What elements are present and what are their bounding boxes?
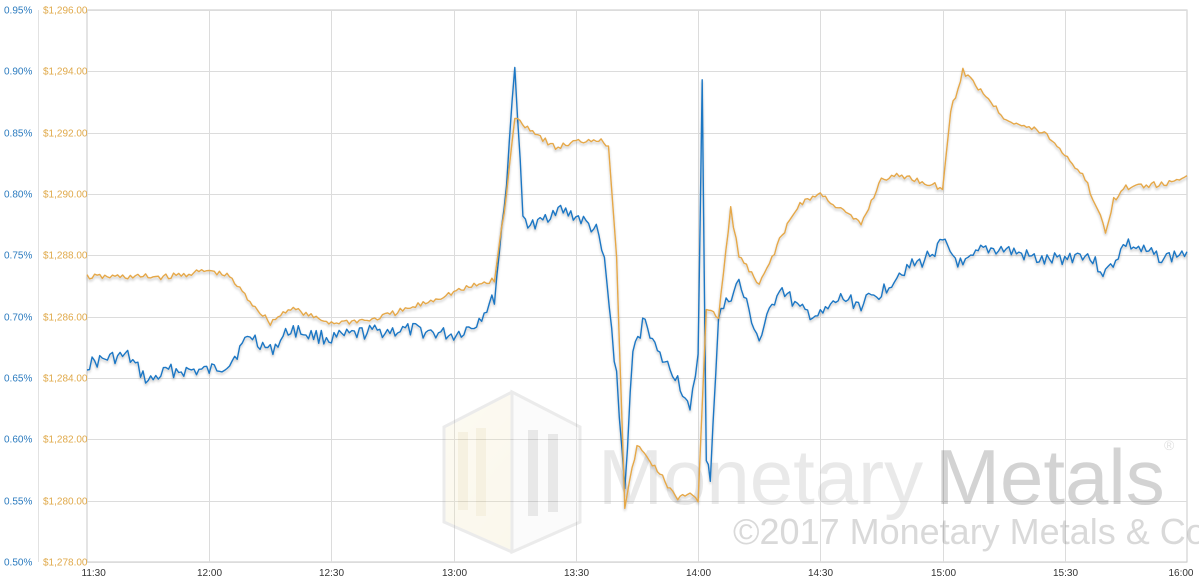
- y-left-tick-label: 0.75%: [4, 251, 32, 262]
- x-tick-label: 12:30: [319, 568, 344, 579]
- y-right-tick-label: $1,284.00: [43, 374, 88, 385]
- series-line-left-axis: [86, 66, 1188, 490]
- monetary-metals-logo: [442, 389, 582, 555]
- y-right-tick-label: $1,290.00: [43, 190, 88, 201]
- watermark-registered-mark: ®: [1164, 437, 1175, 453]
- y-left-tick-label: 0.85%: [4, 129, 32, 140]
- x-tick-label: 13:30: [564, 568, 589, 579]
- y-right-tick-label: $1,280.00: [43, 497, 88, 508]
- y-right-tick-label: $1,286.00: [43, 313, 88, 324]
- watermark: Monetary Metals ® ©2017 Monetary Metals …: [442, 389, 1199, 555]
- y-right-tick-label: $1,292.00: [43, 129, 88, 140]
- watermark-copyright: ©2017 Monetary Metals & Co.: [733, 511, 1199, 552]
- x-tick-label: 14:30: [808, 568, 833, 579]
- x-tick-label: 16:00: [1168, 568, 1193, 579]
- x-tick-label: 15:30: [1053, 568, 1078, 579]
- x-tick-label: 14:00: [686, 568, 711, 579]
- y-right-tick-label: $1,294.00: [43, 67, 88, 78]
- x-tick-label: 11:30: [82, 568, 107, 579]
- y-left-tick-label: 0.55%: [4, 497, 32, 508]
- y-left-tick-label: 0.90%: [4, 67, 32, 78]
- x-tick-label: 12:00: [197, 568, 222, 579]
- y-right-tick-label: $1,278.00: [43, 558, 88, 569]
- y-left-tick-label: 0.60%: [4, 435, 32, 446]
- y-right-tick-label: $1,288.00: [43, 251, 88, 262]
- watermark-brand-light: Monetary: [598, 433, 923, 521]
- series-line-right-axis: [86, 67, 1188, 510]
- y-left-tick-label: 0.95%: [4, 6, 32, 17]
- watermark-brand-dark: Metals: [935, 433, 1165, 521]
- grid-lines: [38, 9, 1188, 563]
- y-left-tick-label: 0.50%: [4, 558, 32, 569]
- y-left-tick-label: 0.65%: [4, 374, 32, 385]
- x-tick-label: 13:00: [442, 568, 467, 579]
- y-right-tick-label: $1,282.00: [43, 435, 88, 446]
- y-left-tick-label: 0.80%: [4, 190, 32, 201]
- y-left-tick-label: 0.70%: [4, 313, 32, 324]
- series-lines: [86, 66, 1188, 510]
- x-tick-label: 15:00: [931, 568, 956, 579]
- y-right-tick-label: $1,296.00: [43, 6, 88, 17]
- axes: 0.50% $1,278.00 0.55% $1,280.00 0.60% $1,282.…: [4, 6, 1194, 580]
